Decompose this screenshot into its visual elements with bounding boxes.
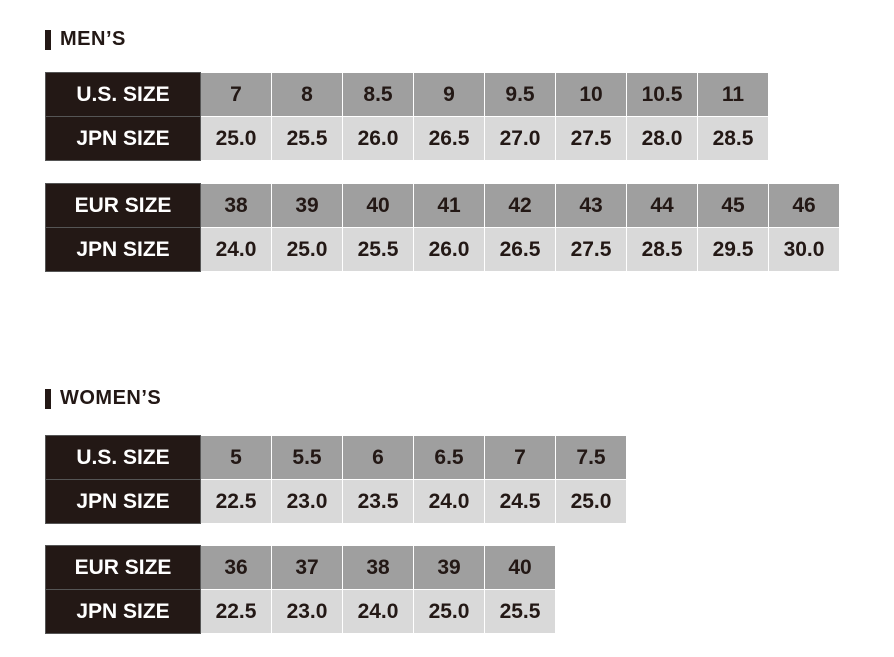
size-cell: 41: [413, 183, 485, 228]
size-cell: 5.5: [271, 435, 343, 480]
size-cell: 37: [271, 545, 343, 590]
size-cell: 45: [697, 183, 769, 228]
size-cell: 26.0: [413, 227, 485, 272]
size-cell: 26.5: [484, 227, 556, 272]
size-cell: 23.0: [271, 479, 343, 524]
size-cell: 25.0: [555, 479, 627, 524]
size-cell: 25.5: [484, 589, 556, 634]
heading-bar: [45, 388, 51, 409]
mens-heading: MEN’S: [45, 28, 126, 51]
size-row: EUR SIZE 38 39 40 41 42 43 44 45 46: [45, 183, 840, 228]
size-cell: 9.5: [484, 72, 556, 117]
size-cell: 22.5: [200, 479, 272, 524]
size-cell: 27.0: [484, 116, 556, 161]
mens-us-table: U.S. SIZE 7 8 8.5 9 9.5 10 10.5 11 JPN SIZE 25.0 25…: [45, 72, 769, 161]
row-label: JPN SIZE: [45, 479, 201, 524]
size-cell: 7: [484, 435, 556, 480]
row-label: U.S. SIZE: [45, 435, 201, 480]
size-cell: 38: [342, 545, 414, 590]
size-row: U.S. SIZE 7 8 8.5 9 9.5 10 10.5 11: [45, 72, 769, 117]
row-label: U.S. SIZE: [45, 72, 201, 117]
size-cell: 6.5: [413, 435, 485, 480]
heading-bar: [45, 29, 51, 50]
size-cell: 22.5: [200, 589, 272, 634]
size-cell: 25.5: [271, 116, 343, 161]
size-cell: 46: [768, 183, 840, 228]
row-label: EUR SIZE: [45, 545, 201, 590]
size-cell: 29.5: [697, 227, 769, 272]
size-cell: 25.0: [413, 589, 485, 634]
size-cell: 39: [271, 183, 343, 228]
size-cell: 6: [342, 435, 414, 480]
size-cell: 40: [484, 545, 556, 590]
size-cell: 30.0: [768, 227, 840, 272]
size-cell: 7: [200, 72, 272, 117]
size-cell: 36: [200, 545, 272, 590]
size-cell: 39: [413, 545, 485, 590]
jpn-size-row: JPN SIZE 22.5 23.0 23.5 24.0 24.5 25.0: [45, 479, 627, 524]
row-label: JPN SIZE: [45, 227, 201, 272]
jpn-size-row: JPN SIZE 24.0 25.0 25.5 26.0 26.5 27.5 28.5 29.5…: [45, 227, 840, 272]
row-label: EUR SIZE: [45, 183, 201, 228]
size-cell: 26.5: [413, 116, 485, 161]
size-cell: 23.0: [271, 589, 343, 634]
size-cell: 7.5: [555, 435, 627, 480]
size-cell: 38: [200, 183, 272, 228]
row-label: JPN SIZE: [45, 116, 201, 161]
mens-title: MEN’S: [60, 28, 126, 50]
size-cell: 28.5: [697, 116, 769, 161]
size-cell: 42: [484, 183, 556, 228]
size-cell: 28.0: [626, 116, 698, 161]
size-cell: 23.5: [342, 479, 414, 524]
size-cell: 24.0: [200, 227, 272, 272]
womens-title: WOMEN’S: [60, 387, 162, 409]
size-cell: 25.0: [200, 116, 272, 161]
size-cell: 11: [697, 72, 769, 117]
womens-heading: WOMEN’S: [45, 387, 161, 410]
row-label: JPN SIZE: [45, 589, 201, 634]
size-cell: 25.5: [342, 227, 414, 272]
size-cell: 44: [626, 183, 698, 228]
size-cell: 27.5: [555, 227, 627, 272]
size-cell: 10.5: [626, 72, 698, 117]
size-cell: 8.5: [342, 72, 414, 117]
size-cell: 9: [413, 72, 485, 117]
mens-eur-table: EUR SIZE 38 39 40 41 42 43 44 45 46 JPN SIZE 24.0 25…: [45, 183, 840, 272]
size-cell: 27.5: [555, 116, 627, 161]
size-cell: 24.0: [413, 479, 485, 524]
size-cell: 24.5: [484, 479, 556, 524]
size-cell: 40: [342, 183, 414, 228]
size-row: U.S. SIZE 5 5.5 6 6.5 7 7.5: [45, 435, 627, 480]
size-cell: 28.5: [626, 227, 698, 272]
jpn-size-row: JPN SIZE 25.0 25.5 26.0 26.5 27.0 27.5 28.0 28.5: [45, 116, 769, 161]
size-cell: 5: [200, 435, 272, 480]
womens-eur-table: EUR SIZE 36 37 38 39 40 JPN SIZE 22.5 23.0 24.0 25…: [45, 545, 556, 634]
size-cell: 26.0: [342, 116, 414, 161]
size-cell: 8: [271, 72, 343, 117]
size-cell: 25.0: [271, 227, 343, 272]
jpn-size-row: JPN SIZE 22.5 23.0 24.0 25.0 25.5: [45, 589, 556, 634]
size-cell: 24.0: [342, 589, 414, 634]
womens-us-table: U.S. SIZE 5 5.5 6 6.5 7 7.5 JPN SIZE 22.5 23.0 23.…: [45, 435, 627, 524]
size-cell: 43: [555, 183, 627, 228]
size-cell: 10: [555, 72, 627, 117]
size-row: EUR SIZE 36 37 38 39 40: [45, 545, 556, 590]
